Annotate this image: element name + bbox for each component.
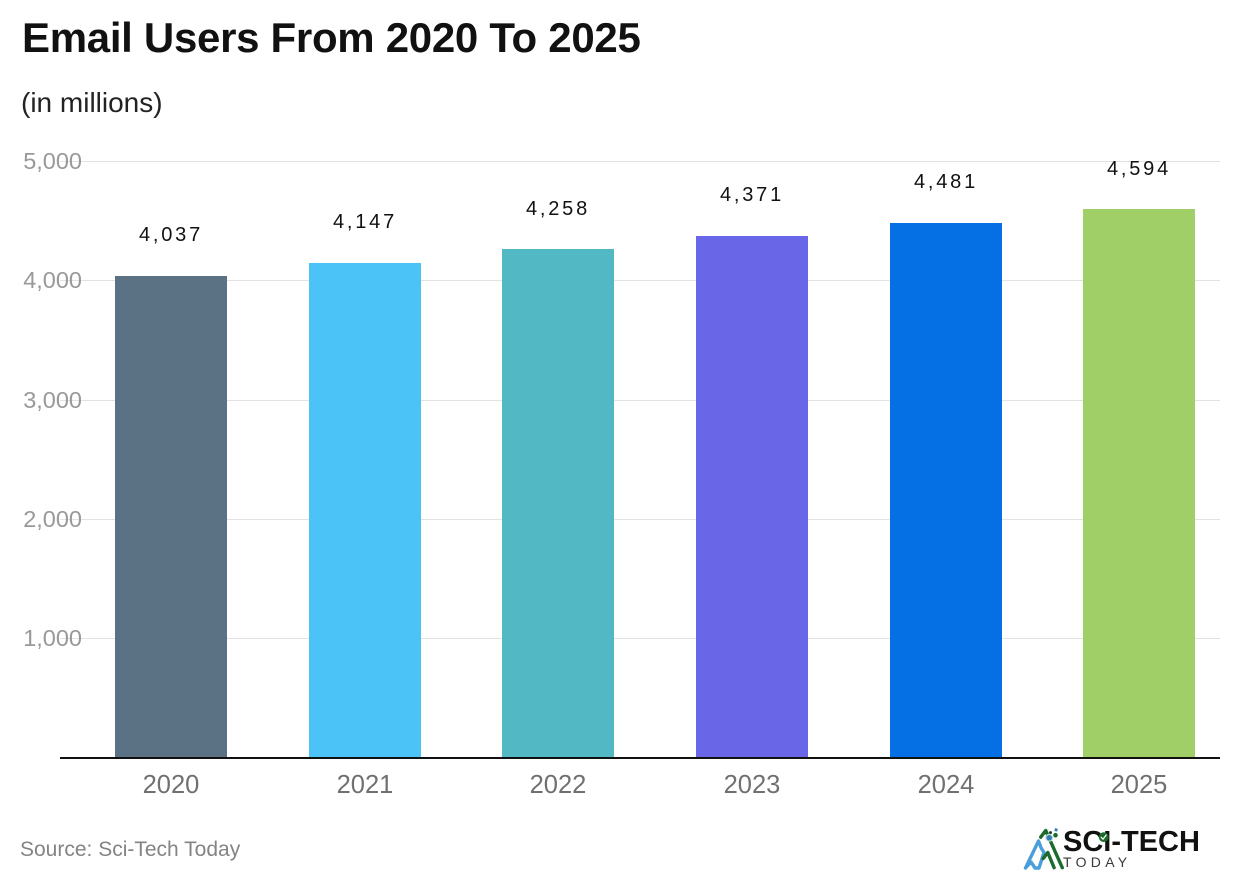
svg-text:TODAY: TODAY [1063, 854, 1131, 870]
